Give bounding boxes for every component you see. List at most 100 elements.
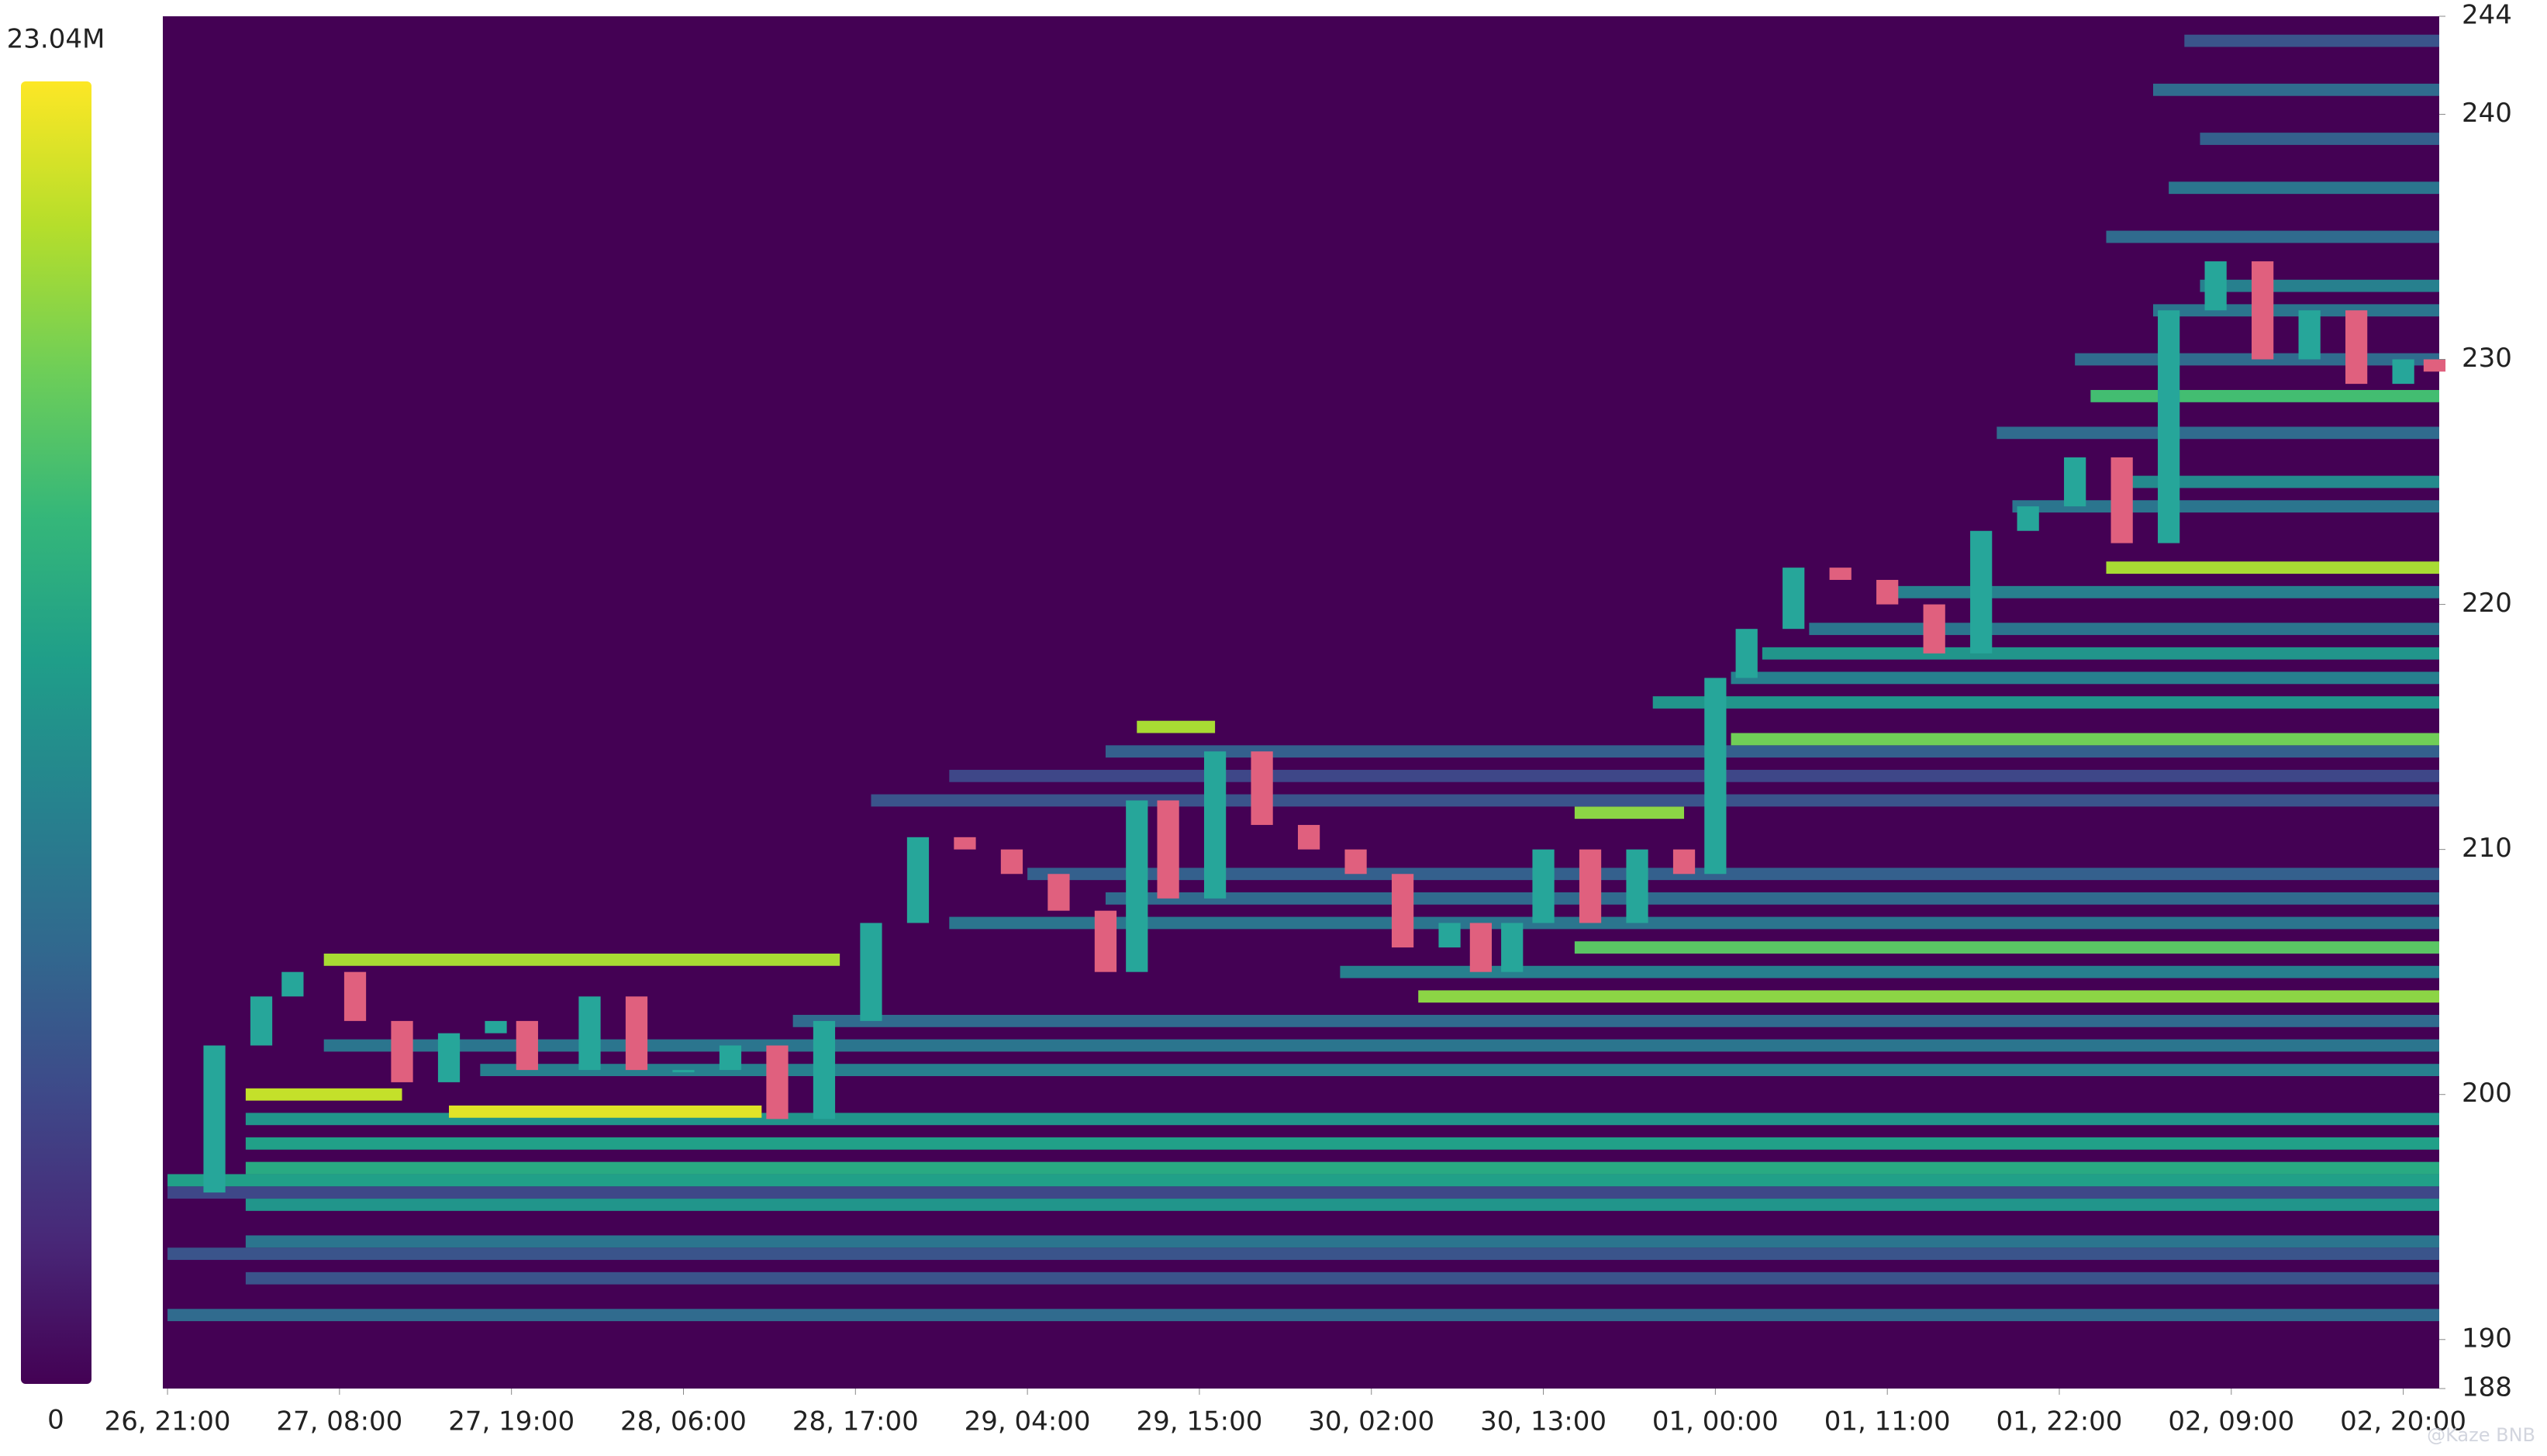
candle bbox=[1532, 849, 1555, 923]
liquidation-band bbox=[2200, 133, 2439, 145]
x-tick-label: 28, 17:00 bbox=[792, 1406, 919, 1437]
x-tick-label: 30, 13:00 bbox=[1480, 1406, 1607, 1437]
liquidation-band bbox=[1137, 720, 1216, 733]
y-tick-label: 244 bbox=[2462, 0, 2512, 31]
liquidation-band bbox=[2200, 279, 2439, 292]
x-tick-label: 01, 00:00 bbox=[1652, 1406, 1779, 1437]
candle bbox=[437, 1033, 461, 1082]
liquidation-band bbox=[245, 1235, 2440, 1248]
candle bbox=[672, 1070, 695, 1073]
candle bbox=[343, 971, 367, 1021]
candle bbox=[719, 1045, 742, 1071]
candle bbox=[1094, 910, 1117, 972]
liquidation-band bbox=[2152, 83, 2439, 96]
candle bbox=[860, 923, 882, 1021]
candle bbox=[1251, 751, 1273, 826]
liquidation-band bbox=[792, 1014, 2440, 1027]
candle bbox=[2392, 359, 2414, 385]
liquidation-band bbox=[2090, 390, 2439, 402]
x-tick-label: 27, 08:00 bbox=[276, 1406, 402, 1437]
liquidation-band bbox=[245, 1088, 402, 1101]
candle bbox=[578, 996, 601, 1071]
x-tick-label: 30, 02:00 bbox=[1308, 1406, 1434, 1437]
liquidation-band bbox=[167, 1309, 2439, 1322]
candle bbox=[1579, 849, 1602, 923]
candle bbox=[1829, 568, 1852, 580]
candle bbox=[250, 996, 273, 1046]
candle bbox=[2345, 310, 2368, 385]
liquidation-band bbox=[167, 1247, 2439, 1261]
colorbar-label: 23.04M bbox=[7, 24, 105, 55]
candle bbox=[1876, 579, 1899, 605]
candle bbox=[1047, 874, 1070, 911]
liquidation-band bbox=[1731, 671, 2439, 685]
liquidation-band bbox=[1887, 585, 2439, 599]
x-tick-label: 02, 09:00 bbox=[2168, 1406, 2294, 1437]
candle bbox=[2064, 457, 2086, 507]
candle bbox=[2158, 310, 2180, 543]
liquidation-band bbox=[1997, 426, 2439, 440]
candle bbox=[2204, 261, 2227, 311]
candle bbox=[1000, 849, 1023, 875]
candle bbox=[516, 1020, 538, 1071]
x-tick-label: 26, 21:00 bbox=[105, 1406, 231, 1437]
liquidation-band bbox=[871, 794, 2439, 807]
y-tick-label: 240 bbox=[2462, 98, 2512, 129]
liquidation-band bbox=[167, 1186, 2439, 1199]
liquidation-band bbox=[167, 1174, 2439, 1187]
liquidation-band bbox=[2184, 34, 2439, 47]
liquidation-band bbox=[949, 769, 2439, 782]
y-tick-label: 230 bbox=[2462, 343, 2512, 374]
candle bbox=[906, 837, 930, 923]
candle bbox=[2017, 506, 2039, 531]
candle bbox=[1783, 568, 1805, 630]
liquidation-band bbox=[1105, 745, 2439, 758]
candle bbox=[1735, 629, 1758, 678]
candle bbox=[1203, 751, 1227, 899]
liquidation-band bbox=[323, 953, 840, 966]
y-tick-label: 220 bbox=[2462, 588, 2512, 619]
liquidation-band bbox=[949, 916, 2439, 930]
candle bbox=[1704, 678, 1727, 875]
candle bbox=[1970, 530, 1993, 654]
candle bbox=[1501, 923, 1524, 972]
candle bbox=[625, 996, 648, 1071]
x-tick-label: 29, 04:00 bbox=[965, 1406, 1091, 1437]
candle bbox=[2298, 310, 2321, 360]
liquidation-band bbox=[1027, 868, 2439, 881]
liquidation-band bbox=[2169, 181, 2439, 195]
liquidation-band bbox=[1574, 806, 1685, 819]
liquidation-band bbox=[1105, 892, 2439, 905]
candle bbox=[281, 971, 304, 997]
candle bbox=[2423, 359, 2446, 372]
candle bbox=[1126, 800, 1148, 972]
candle bbox=[391, 1020, 413, 1082]
liquidation-band bbox=[2121, 475, 2439, 488]
x-tick-label: 29, 15:00 bbox=[1136, 1406, 1262, 1437]
liquidation-band bbox=[449, 1105, 762, 1118]
candle bbox=[766, 1045, 789, 1120]
liquidation-band bbox=[1731, 733, 2439, 746]
x-tick-label: 02, 20:00 bbox=[2340, 1406, 2466, 1437]
watermark: @Kaze BNB bbox=[2427, 1424, 2535, 1446]
candle bbox=[954, 837, 976, 850]
candle bbox=[1438, 923, 1461, 948]
liquidation-band bbox=[1652, 696, 2439, 709]
liquidation-band bbox=[323, 1039, 2440, 1052]
liquidation-band bbox=[1574, 941, 2439, 954]
liquidation-band bbox=[245, 1271, 2440, 1285]
candle bbox=[1297, 825, 1320, 850]
candle bbox=[1391, 874, 1414, 948]
liquidation-band bbox=[2152, 304, 2439, 317]
liquidation-band bbox=[245, 1113, 2440, 1126]
colorbar-label: 0 bbox=[47, 1405, 64, 1436]
liquidation-band bbox=[245, 1199, 2440, 1211]
liquidation-band bbox=[1418, 990, 2439, 1003]
candle bbox=[203, 1045, 226, 1193]
candle bbox=[1469, 923, 1493, 972]
liquidation-band bbox=[2106, 230, 2439, 243]
y-tick-label: 210 bbox=[2462, 833, 2512, 864]
x-tick-label: 01, 22:00 bbox=[1997, 1406, 2123, 1437]
